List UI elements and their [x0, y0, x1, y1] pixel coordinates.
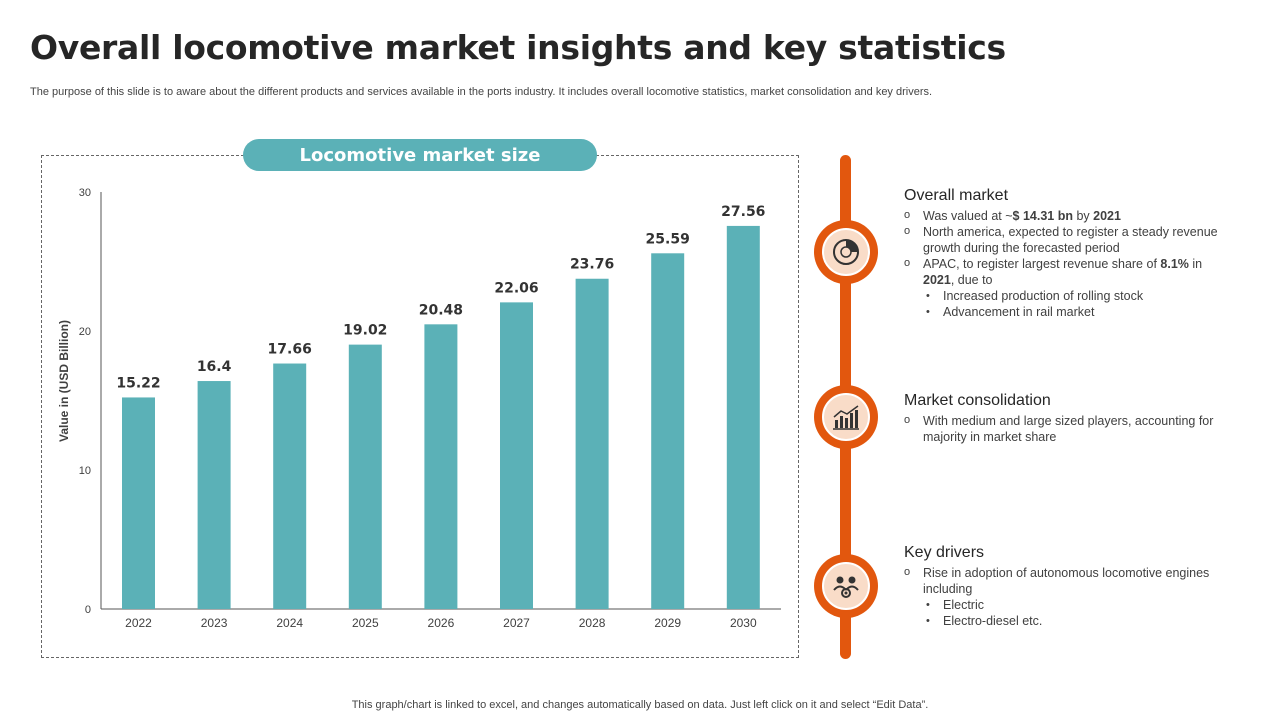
market-consolidation-heading: Market consolidation [904, 392, 1051, 409]
x-tick-label: 2026 [428, 616, 455, 630]
bar-data-label: 17.66 [268, 342, 312, 358]
list-item: Rise in adoption of autonomous locomotiv… [904, 564, 1234, 597]
sub-list-item: Electric [904, 597, 1234, 613]
bar[interactable] [575, 278, 609, 609]
x-tick-label: 2028 [579, 616, 606, 630]
bar[interactable] [500, 302, 533, 609]
x-tick-label: 2022 [125, 616, 152, 630]
list-item: North america, expected to register a st… [904, 223, 1234, 256]
key-drivers-node [814, 554, 878, 618]
sub-list-item: Advancement in rail market [904, 304, 1234, 320]
bar[interactable] [273, 363, 307, 609]
x-tick-label: 2024 [276, 616, 303, 630]
x-tick-label: 2025 [352, 616, 379, 630]
overall-market-node [814, 220, 878, 284]
page-subtitle: The purpose of this slide is to aware ab… [30, 86, 933, 98]
y-tick-label: 30 [79, 187, 91, 199]
y-axis-label: Value in (USD Billion) [57, 320, 71, 442]
bar-data-label: 22.06 [494, 280, 538, 296]
bar-data-label: 20.48 [419, 302, 463, 318]
list-item: With medium and large sized players, acc… [904, 412, 1234, 445]
bar-data-label: 23.76 [570, 257, 614, 273]
bar[interactable] [651, 253, 685, 609]
y-tick-label: 20 [79, 326, 91, 338]
bar[interactable] [197, 381, 231, 609]
x-tick-label: 2023 [201, 616, 228, 630]
bar[interactable] [122, 397, 155, 609]
y-tick-label: 0 [85, 604, 91, 616]
list-item: APAC, to register largest revenue share … [904, 255, 1234, 288]
x-tick-label: 2030 [730, 616, 757, 630]
market-consolidation-section: Market consolidation With medium and lar… [904, 392, 1234, 445]
bar-data-label: 27.56 [721, 204, 765, 220]
key-drivers-section: Key drivers Rise in adoption of autonomo… [904, 544, 1234, 629]
sub-list-item: Electro-diesel etc. [904, 613, 1234, 629]
bar[interactable] [348, 344, 382, 609]
bar-data-label: 19.02 [343, 323, 387, 339]
x-tick-label: 2027 [503, 616, 530, 630]
sub-list-item: Increased production of rolling stock [904, 288, 1234, 304]
x-tick-label: 2029 [654, 616, 681, 630]
chart-header-pill: Locomotive market size [243, 139, 597, 171]
team-gear-icon [822, 562, 870, 610]
bar-growth-icon [822, 393, 870, 441]
footer-note: This graph/chart is linked to excel, and… [351, 699, 929, 711]
list-item: Was valued at ~$ 14.31 bn by 2021 [904, 207, 1234, 224]
pie-chart-icon [822, 228, 870, 276]
bar[interactable] [726, 225, 760, 609]
overall-market-heading: Overall market [904, 187, 1009, 204]
bar[interactable] [424, 324, 458, 609]
bar-data-label: 16.4 [197, 359, 232, 375]
y-tick-label: 10 [79, 465, 91, 477]
bar-data-label: 25.59 [646, 231, 690, 247]
key-drivers-heading: Key drivers [904, 544, 985, 561]
page-title: Overall locomotive market insights and k… [30, 28, 1006, 67]
bar-data-label: 15.22 [116, 375, 160, 391]
overall-market-section: Overall market Was valued at ~$ 14.31 bn… [904, 187, 1234, 320]
market-consolidation-node [814, 385, 878, 449]
